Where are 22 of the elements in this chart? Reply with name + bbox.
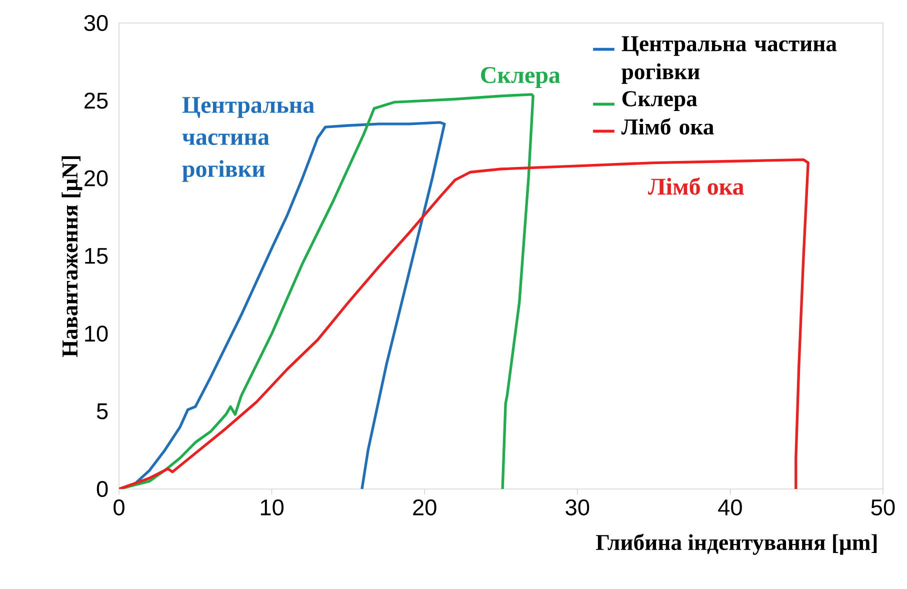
legend-label: Центральна частина рогівки xyxy=(622,36,837,84)
y-axis-title: Навантаження [μN] xyxy=(62,156,82,358)
legend-label: Лімб ока xyxy=(621,118,714,135)
x-tick-label: 30 xyxy=(566,499,590,516)
y-tick-label: 0 xyxy=(96,480,108,498)
line-series xyxy=(119,158,810,489)
y-tick-label: 15 xyxy=(85,248,108,264)
x-axis-title: Глибина індентування [μm] xyxy=(596,534,877,555)
x-tick-label: 50 xyxy=(871,499,895,516)
x-tick-label: 0 xyxy=(114,499,124,516)
annotation: Центральна частина рогівки xyxy=(182,97,314,182)
y-tick-label: 5 xyxy=(96,403,108,420)
annotation: Склера xyxy=(481,67,560,88)
x-tick-label: 20 xyxy=(413,499,436,516)
annotation: Лімб ока xyxy=(648,177,744,195)
legend-label: Склера xyxy=(622,91,698,111)
x-tick-label: 40 xyxy=(718,499,742,516)
y-tick-label: 30 xyxy=(84,14,108,32)
y-tick-label: 25 xyxy=(84,92,108,109)
x-tick-label: 10 xyxy=(260,499,284,516)
y-tick-label: 20 xyxy=(84,170,108,186)
y-tick-label: 10 xyxy=(85,326,108,342)
